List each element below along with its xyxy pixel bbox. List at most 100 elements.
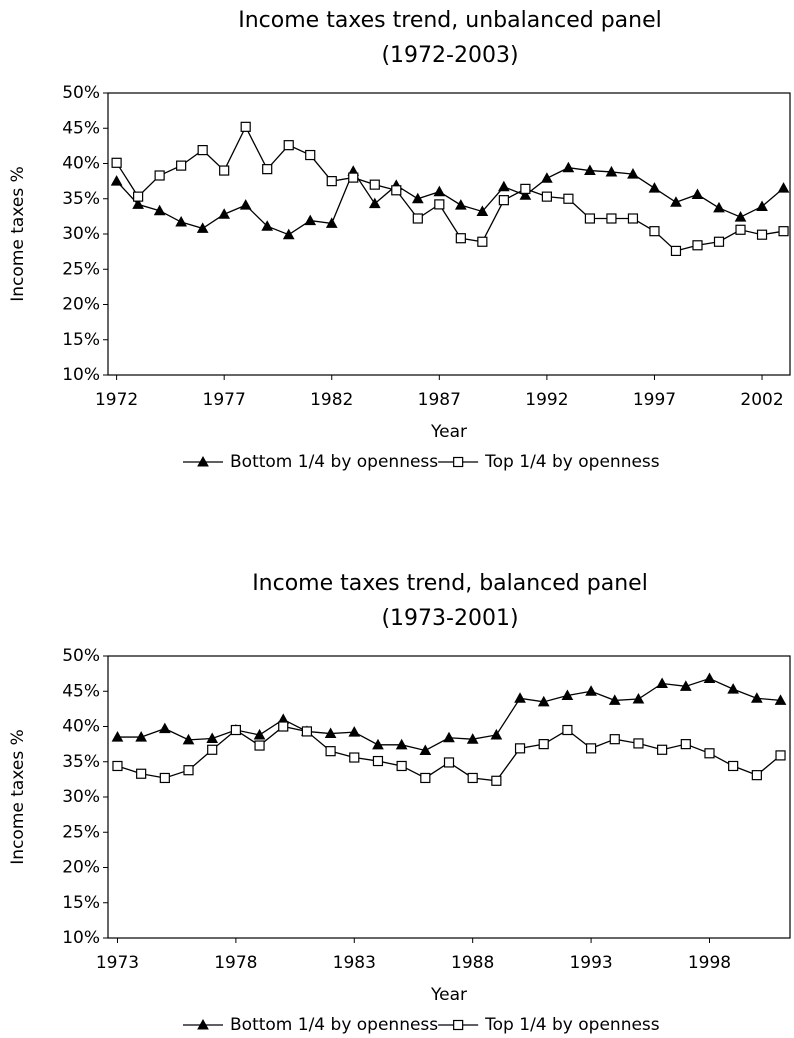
y-tick-label: 40% — [62, 154, 100, 174]
square-marker — [491, 775, 502, 786]
square-marker — [434, 199, 445, 210]
triangle-marker — [111, 731, 124, 742]
triangle-marker — [562, 161, 575, 173]
square-marker — [154, 170, 165, 181]
y-tick-label: 15% — [62, 893, 100, 913]
triangle-marker — [734, 211, 747, 222]
plot-frame — [107, 92, 791, 376]
square-marker — [563, 193, 574, 204]
square-marker — [254, 740, 265, 751]
triangle-marker — [514, 692, 526, 703]
y-tick-label: 50% — [62, 646, 100, 666]
triangle-marker — [490, 728, 503, 740]
square-marker — [514, 743, 526, 754]
x-tick-label: 2002 — [740, 390, 783, 410]
square-marker — [348, 172, 359, 183]
square-marker — [283, 140, 294, 151]
square-marker — [207, 744, 218, 755]
square-marker — [111, 157, 122, 168]
square-marker — [369, 179, 380, 190]
triangle-marker — [197, 455, 209, 467]
y-tick-label: 45% — [62, 118, 100, 138]
triangle-marker — [218, 208, 231, 219]
square-marker — [756, 229, 768, 240]
square-marker — [692, 240, 703, 251]
y-axis-label: Income taxes % — [8, 166, 28, 301]
square-marker — [585, 743, 597, 754]
triangle-marker — [656, 677, 668, 688]
chart-title: Income taxes trend, unbalanced panel — [238, 8, 662, 33]
square-marker — [538, 739, 549, 750]
square-marker — [477, 236, 488, 247]
chart-subtitle: (1973-2001) — [381, 606, 518, 631]
y-tick-label: 20% — [62, 858, 100, 878]
triangle-marker — [348, 726, 361, 737]
y-tick-label: 10% — [62, 365, 100, 385]
x-tick-label: 1998 — [688, 953, 731, 973]
square-marker — [453, 456, 464, 468]
square-marker — [633, 738, 644, 749]
y-tick-label: 50% — [62, 83, 100, 103]
square-marker — [467, 772, 478, 784]
square-marker — [606, 213, 617, 224]
x-tick-label: 1987 — [418, 390, 461, 410]
triangle-marker — [519, 189, 532, 200]
triangle-marker — [561, 689, 574, 700]
x-tick-label: 1978 — [214, 953, 257, 973]
square-marker — [305, 149, 316, 161]
square-marker — [498, 195, 509, 206]
square-marker — [627, 213, 639, 224]
y-tick-label: 40% — [62, 717, 100, 737]
square-marker — [183, 765, 194, 776]
triangle-marker — [750, 692, 763, 703]
square-marker — [735, 224, 746, 235]
triangle-marker — [605, 165, 618, 177]
square-marker — [455, 233, 466, 244]
square-marker — [412, 213, 423, 224]
y-tick-label: 30% — [62, 224, 100, 244]
legend-label: Bottom 1/4 by openness — [230, 1015, 438, 1035]
square-marker — [584, 213, 596, 224]
y-tick-label: 10% — [62, 928, 100, 948]
x-tick-label: 1973 — [96, 953, 139, 973]
square-marker — [541, 191, 552, 202]
triangle-marker — [372, 738, 384, 750]
square-marker — [133, 191, 144, 202]
square-marker — [391, 185, 402, 196]
triangle-marker — [282, 228, 295, 240]
legend-label: Top 1/4 by openness — [484, 452, 660, 472]
square-marker — [680, 739, 691, 750]
triangle-marker — [691, 188, 704, 200]
y-tick-label: 25% — [62, 822, 100, 842]
triangle-marker — [261, 220, 274, 231]
legend-label: Top 1/4 by openness — [484, 1015, 660, 1035]
triangle-marker — [703, 672, 716, 684]
triangle-marker — [777, 182, 790, 193]
triangle-marker — [433, 185, 446, 197]
square-marker — [396, 760, 407, 772]
triangle-marker — [239, 199, 252, 210]
square-marker — [609, 734, 620, 745]
y-tick-label: 30% — [62, 787, 100, 807]
triangle-marker — [476, 205, 489, 216]
square-marker — [520, 183, 531, 194]
square-marker — [325, 746, 336, 757]
y-tick-label: 45% — [62, 681, 100, 701]
chart-title: Income taxes trend, balanced panel — [252, 571, 648, 596]
square-marker — [349, 752, 360, 763]
triangle-marker — [153, 204, 166, 216]
triangle-marker — [135, 731, 148, 742]
triangle-marker — [206, 732, 219, 743]
triangle-marker — [419, 744, 432, 755]
triangle-marker — [466, 733, 479, 744]
y-tick-label: 35% — [62, 189, 100, 209]
square-marker — [230, 724, 241, 736]
x-tick-label: 1992 — [525, 390, 568, 410]
x-tick-label: 1993 — [569, 953, 612, 973]
y-tick-label: 15% — [62, 330, 100, 350]
y-tick-label: 25% — [62, 259, 100, 279]
square-marker — [112, 760, 123, 772]
square-marker — [751, 770, 762, 781]
triangle-marker — [627, 168, 639, 179]
